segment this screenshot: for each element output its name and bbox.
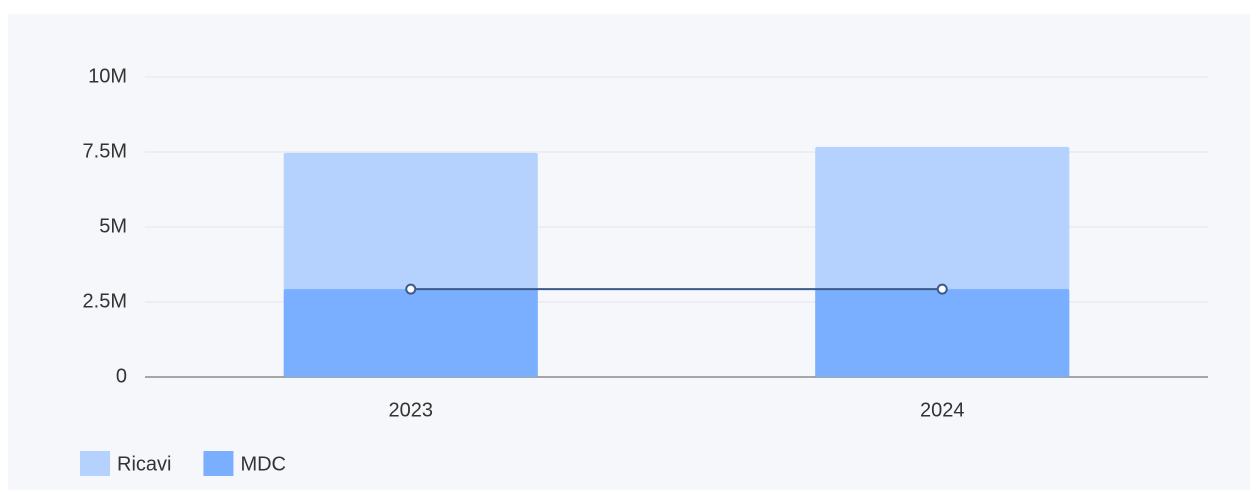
legend-label: MDC (240, 453, 286, 475)
y-tick-label: 2.5M (83, 290, 127, 312)
x-tick-label: 2024 (920, 399, 965, 421)
legend-swatch (80, 451, 110, 476)
legend-label: Ricavi (117, 453, 171, 475)
y-tick-label: 7.5M (83, 140, 127, 162)
x-tick-label: 2023 (389, 399, 434, 421)
bar (283, 289, 538, 377)
line-point (405, 283, 417, 295)
bar (815, 289, 1070, 377)
line-point (936, 283, 948, 295)
legend-swatch (203, 451, 234, 476)
y-tick-label: 0 (116, 365, 127, 387)
y-tick-label: 5M (99, 215, 127, 237)
y-tick-label: 10M (88, 65, 127, 87)
